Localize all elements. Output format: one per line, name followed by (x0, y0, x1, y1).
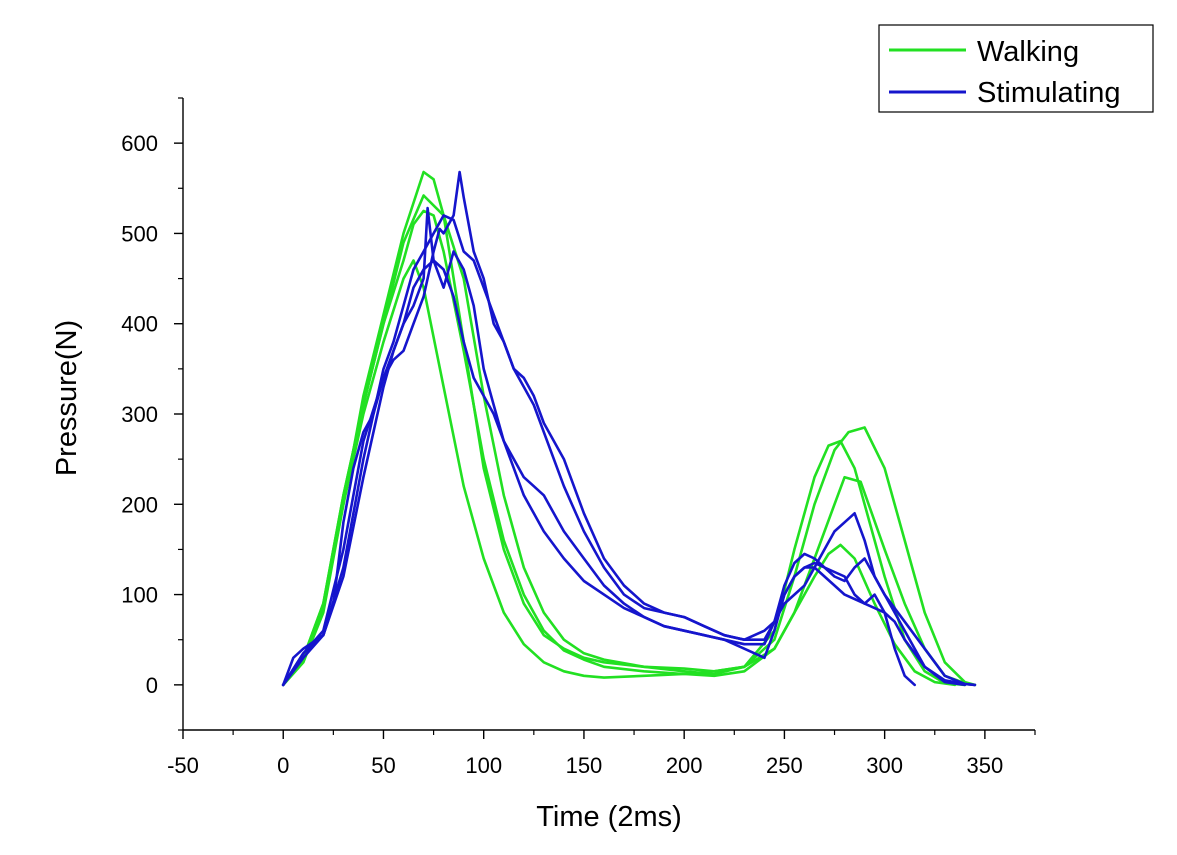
x-axis-title: Time (2ms) (536, 801, 682, 833)
y-tick-label: 200 (121, 492, 158, 517)
series-layer (281, 170, 977, 687)
y-tick-label: 500 (121, 221, 158, 246)
series-line-walking-1 (281, 170, 977, 687)
y-tick-label: 300 (121, 402, 158, 427)
axes-layer: -50 0 50 100 150 200 250 300 350 0 100 200 300 400 500… (121, 97, 1036, 778)
x-tick-label: 0 (277, 753, 289, 778)
series-line-walking-4 (281, 209, 957, 687)
legend: Walking Stimulating (878, 24, 1154, 113)
series-line-stimulating-8 (281, 259, 917, 687)
x-tick-label: 50 (371, 753, 395, 778)
series-line-walking-2 (281, 194, 977, 687)
x-tick-label: 100 (465, 753, 502, 778)
y-axis-title: Pressure(N) (51, 320, 83, 476)
legend-label-walking: Walking (977, 36, 1079, 68)
legend-box (878, 24, 1154, 113)
y-tick-label: 600 (121, 131, 158, 156)
legend-label-stimulating: Stimulating (977, 77, 1120, 109)
y-tick-label: 0 (146, 673, 158, 698)
x-tick-label: -50 (167, 753, 199, 778)
x-tick-label: 200 (666, 753, 703, 778)
y-tick-label: 400 (121, 312, 158, 337)
x-tick-label: 300 (866, 753, 903, 778)
x-tick-label: 250 (766, 753, 803, 778)
y-tick-label: 100 (121, 583, 158, 608)
series-line-stimulating-7 (281, 206, 967, 687)
x-tick-label: 150 (566, 753, 603, 778)
series-line-stimulating-6 (281, 214, 977, 687)
series-line-walking-3 (281, 259, 967, 687)
x-tick-label: 350 (967, 753, 1004, 778)
